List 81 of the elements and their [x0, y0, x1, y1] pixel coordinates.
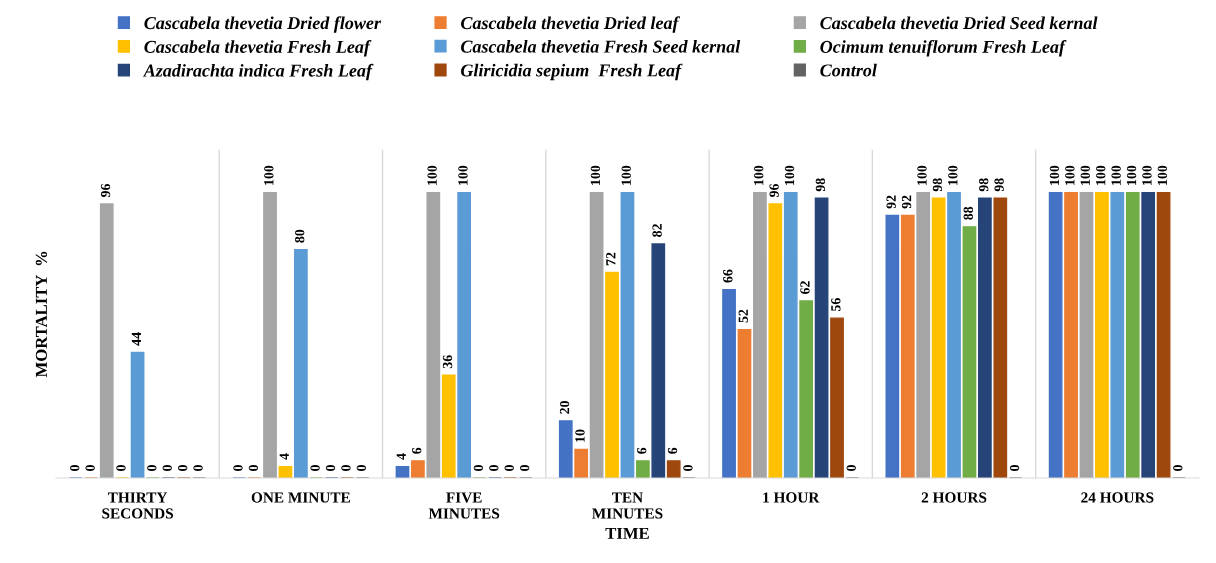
data-label: 66 — [723, 269, 733, 283]
data-label: 6 — [637, 447, 647, 454]
data-label: 0 — [1173, 465, 1183, 471]
data-label: 100 — [590, 165, 601, 185]
x-axis-title: TIME — [605, 527, 649, 539]
data-label: 100 — [754, 165, 764, 185]
data-label: 20 — [559, 400, 570, 414]
data-label: 100 — [621, 165, 631, 185]
data-label: 0 — [70, 465, 80, 471]
data-label: 44 — [131, 332, 141, 346]
x-tick-label: THIRTY SECONDS — [102, 492, 174, 519]
data-label: 6 — [667, 447, 678, 454]
data-label: 0 — [193, 465, 203, 471]
data-label: 0 — [116, 465, 126, 471]
data-label: 0 — [846, 465, 856, 471]
legend-label: Cascabela thevetia Dried Seed kernal — [820, 16, 1098, 30]
x-tick-label: 2 HOURS — [921, 492, 987, 503]
data-label: 92 — [886, 195, 896, 209]
data-label: 0 — [473, 465, 484, 471]
data-label: 88 — [963, 206, 973, 220]
data-label: 0 — [248, 465, 259, 471]
data-label: 100 — [264, 165, 274, 185]
data-label: 100 — [1065, 165, 1075, 185]
data-label: 98 — [978, 178, 989, 192]
data-label: 100 — [1142, 165, 1152, 185]
data-label: 96 — [769, 183, 779, 198]
legend-label: Cascabela thevetia Dried flower — [144, 16, 382, 33]
data-label: 72 — [606, 252, 616, 266]
x-tick-label: 24 HOURS — [1081, 492, 1154, 503]
legend-label: Gliricidia sepium Fresh Leaf — [461, 63, 683, 81]
data-label: 6 — [412, 447, 422, 454]
data-label: 0 — [162, 465, 172, 471]
data-label: 36 — [442, 355, 453, 369]
data-label: 0 — [341, 465, 351, 471]
data-label: 100 — [917, 165, 927, 185]
data-label: 100 — [427, 165, 437, 185]
legend-label: Azadirachta indica Fresh Leaf — [142, 63, 374, 81]
x-tick-label: ONE MINUTE — [251, 492, 350, 503]
data-label: 0 — [489, 465, 499, 471]
data-label: 56 — [831, 298, 841, 312]
x-tick-label: TEN MINUTES — [592, 492, 663, 519]
data-label: 80 — [294, 229, 305, 243]
data-label: 0 — [177, 465, 188, 471]
data-label: 0 — [325, 465, 336, 471]
data-label: 0 — [85, 465, 95, 471]
data-label: 52 — [738, 309, 748, 323]
data-label: 100 — [784, 165, 795, 185]
data-label: 98 — [815, 178, 826, 192]
legend-label: Control — [820, 63, 877, 77]
data-label: 96 — [100, 183, 111, 198]
x-tick-label: 1 HOUR — [763, 492, 820, 503]
data-label: 4 — [279, 453, 289, 460]
data-label: 4 — [396, 453, 406, 460]
data-label: 82 — [652, 224, 662, 237]
data-label: 0 — [233, 465, 243, 471]
data-label: 0 — [1009, 465, 1020, 471]
x-tick-label: FIVE MINUTES — [428, 492, 500, 519]
data-label: 100 — [1080, 165, 1090, 185]
data-label: 0 — [504, 465, 514, 471]
data-label: 0 — [683, 465, 693, 471]
data-label: 62 — [800, 281, 810, 294]
legend-label: Cascabela thevetia Dried leaf — [461, 16, 681, 33]
data-label: 98 — [932, 178, 943, 192]
data-label: 92 — [901, 195, 912, 209]
data-label: 10 — [575, 429, 585, 442]
data-label: 0 — [310, 465, 320, 471]
data-label: 0 — [147, 465, 157, 471]
data-label: 100 — [1111, 165, 1121, 185]
y-axis-title: MORTALITY % — [35, 251, 48, 378]
data-label: 100 — [1049, 165, 1060, 185]
legend-label: Cascabela thevetia Fresh Leaf — [144, 40, 372, 57]
data-label: 100 — [1126, 165, 1137, 185]
data-label: 100 — [458, 165, 468, 185]
data-label: 0 — [519, 465, 530, 471]
legend-label: Ocimum tenuiflorum Fresh Leaf — [820, 40, 1067, 57]
data-label: 98 — [994, 178, 1004, 192]
data-label: 100 — [948, 165, 958, 185]
legend-label: Cascabela thevetia Fresh Seed kernal — [461, 40, 741, 53]
data-label: 100 — [1096, 165, 1106, 185]
data-label: 100 — [1157, 165, 1168, 185]
data-label: 0 — [356, 465, 367, 471]
